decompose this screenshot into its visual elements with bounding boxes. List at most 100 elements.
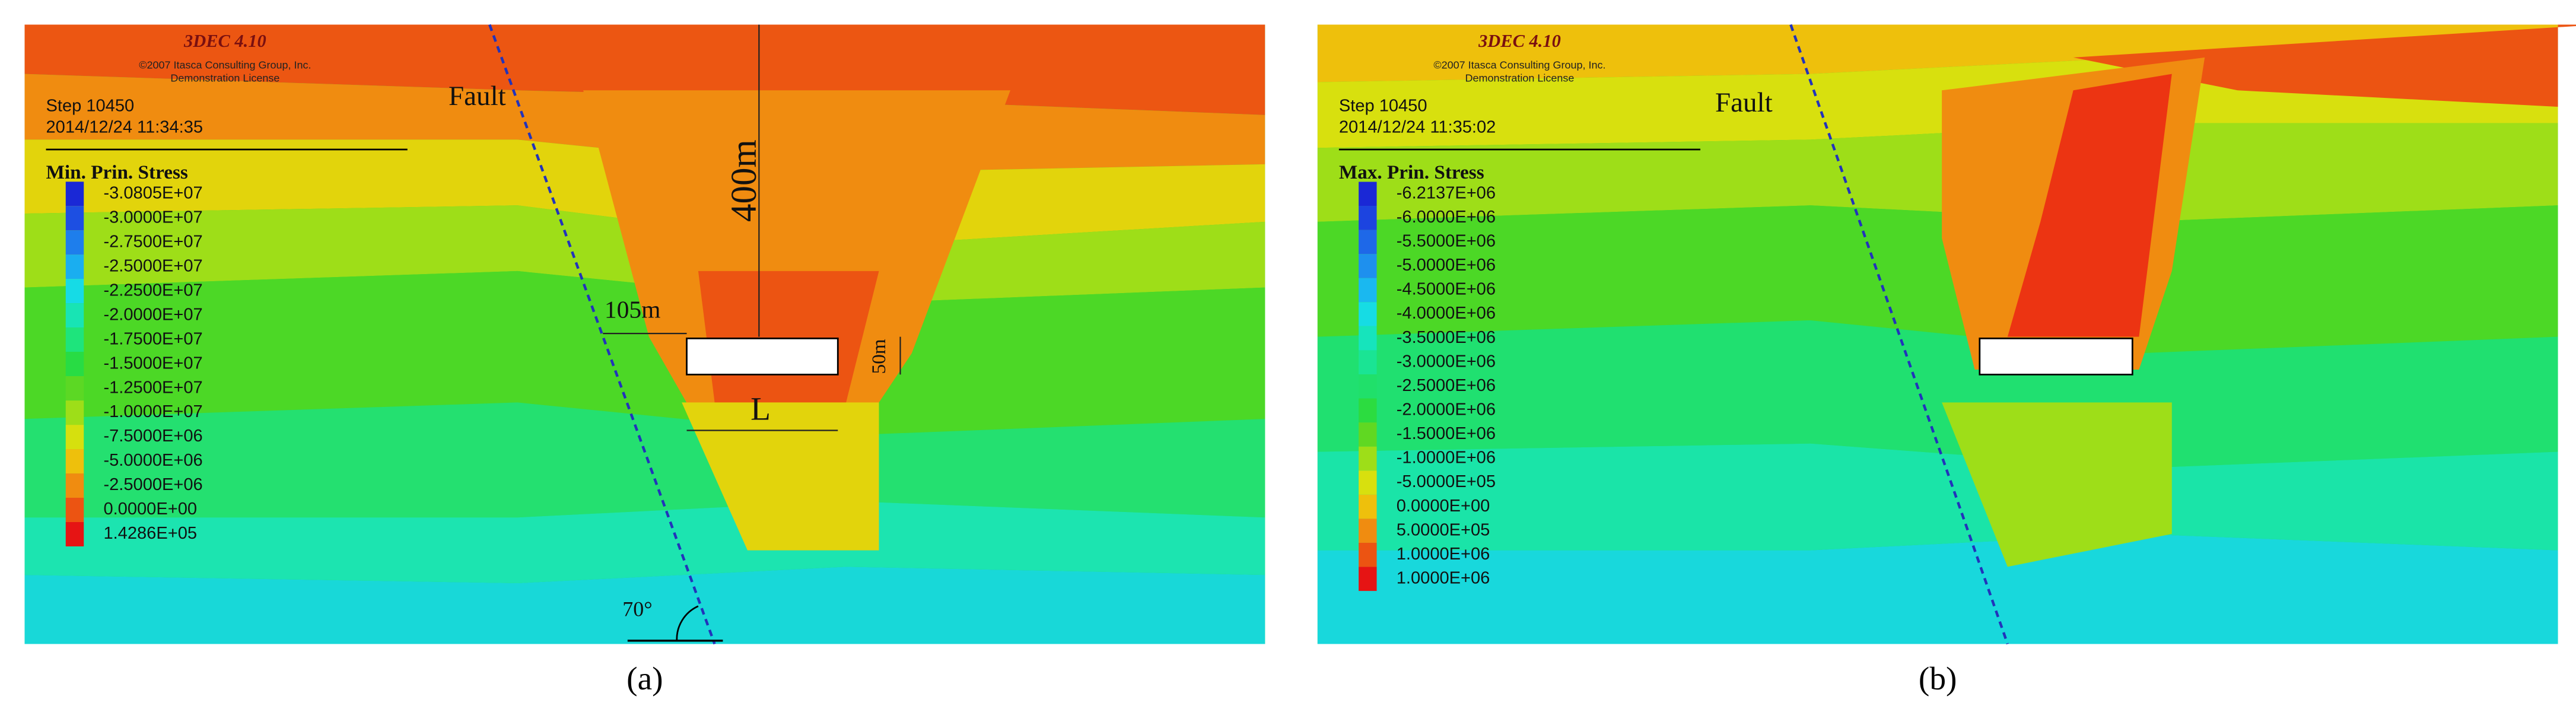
legend-label: -5.0000E+06 (1397, 256, 1496, 275)
excavation (686, 338, 839, 376)
legend-swatch (65, 279, 84, 304)
stress-contour (24, 567, 1265, 644)
height-label: 50m (868, 339, 890, 374)
legend-title: Min. Prin. Stress (46, 161, 188, 183)
stress-contour (1942, 402, 2172, 567)
legend-swatch (1359, 278, 1377, 303)
legend-label: -2.5000E+07 (103, 256, 202, 275)
legend-swatch (65, 473, 84, 498)
stress-contour (1317, 205, 2558, 354)
stress-contour (1317, 24, 2558, 82)
legend-swatch (65, 352, 84, 377)
legend-label: -6.0000E+06 (1397, 208, 1496, 227)
legend-label: 0.0000E+00 (103, 500, 197, 519)
legend-swatch (65, 449, 84, 474)
legend-swatch (1359, 230, 1377, 255)
legend-swatch (1359, 519, 1377, 543)
legend-label: -7.5000E+06 (103, 427, 202, 446)
legend-label: -2.5000E+06 (1397, 376, 1496, 395)
legend-swatch (65, 425, 84, 450)
legend-label: -2.5000E+06 (103, 475, 202, 494)
legend-swatch (1359, 398, 1377, 423)
legend-label: -2.2500E+07 (103, 281, 202, 300)
legend-swatch (1359, 374, 1377, 399)
legend-swatch (65, 400, 84, 425)
legend-label: 1.0000E+06 (1397, 568, 1490, 587)
legend-label: -1.7500E+07 (103, 329, 202, 348)
stress-contour (682, 402, 879, 551)
legend-swatch (1359, 206, 1377, 230)
caption: (a) (626, 660, 663, 696)
stress-contour (24, 402, 1265, 518)
license: Demonstration License (170, 72, 279, 84)
copyright: ©2007 Itasca Consulting Group, Inc. (139, 59, 311, 71)
fault-line (1789, 24, 2009, 645)
panel: 3DEC 4.10 ©2007 Itasca Consulting Group, … (24, 24, 1265, 645)
legend-swatch (1359, 567, 1377, 591)
legend-swatch (65, 230, 84, 255)
legend-label: -2.0000E+06 (1397, 400, 1496, 419)
datetime: 2014/12/24 11:35:02 (1339, 118, 1496, 137)
legend-swatch (1359, 422, 1377, 447)
legend-label: -1.0000E+06 (1397, 449, 1496, 467)
legend-swatch (1359, 326, 1377, 351)
legend-swatch (1359, 350, 1377, 374)
legend-label: -2.7500E+07 (103, 232, 202, 251)
caption: (b) (1919, 660, 1957, 696)
panel: 3DEC 4.10 ©2007 Itasca Consulting Group, … (1317, 24, 2576, 645)
legend-swatch (65, 376, 84, 401)
width-label: 105m (605, 296, 661, 323)
stress-contour (24, 271, 1265, 435)
legend-label: -4.5000E+06 (1397, 280, 1496, 299)
legend-swatch (65, 498, 84, 523)
step: Step 10450 (1339, 97, 1427, 116)
legend-label: 0.0000E+00 (1397, 497, 1490, 516)
legend-label: -4.0000E+06 (1397, 304, 1496, 323)
legend-label: -5.5000E+06 (1397, 232, 1496, 251)
legend-label: -1.2500E+07 (103, 378, 202, 397)
legend-swatch (65, 327, 84, 352)
length-label: L (750, 391, 771, 427)
legend-label: -5.0000E+05 (1397, 472, 1496, 491)
legend-label: -3.0000E+06 (1397, 352, 1496, 371)
legend-swatch (1359, 302, 1377, 326)
stress-contour (2007, 74, 2172, 337)
legend-label: -1.0000E+07 (103, 402, 202, 421)
copyright: ©2007 Itasca Consulting Group, Inc. (1433, 59, 1605, 71)
legend-swatch (65, 206, 84, 231)
legend-swatch (1359, 182, 1377, 206)
fault-label: Fault (1715, 87, 1773, 118)
depth-label: 400m (724, 139, 764, 222)
datetime: 2014/12/24 11:34:35 (46, 118, 203, 137)
legend-label: -5.0000E+06 (103, 451, 202, 470)
legend-swatch (1359, 446, 1377, 471)
legend-label: -6.2137E+06 (1397, 183, 1496, 202)
angle-label: 70° (622, 597, 652, 621)
legend-label: -2.0000E+07 (103, 305, 202, 324)
stress-contour (1317, 443, 2558, 551)
software-name: 3DEC 4.10 (1478, 31, 1561, 51)
stress-contour (1317, 320, 2558, 469)
legend-label: 1.4286E+05 (103, 524, 197, 543)
fault-label: Fault (449, 81, 506, 112)
legend-label: 1.0000E+06 (1397, 545, 1490, 564)
step: Step 10450 (46, 97, 135, 116)
legend-label: -1.5000E+07 (103, 354, 202, 373)
legend-swatch (65, 522, 84, 546)
fault-line (488, 24, 716, 645)
legend-swatch (65, 303, 84, 328)
legend-swatch (1359, 254, 1377, 278)
legend-label: -3.5000E+06 (1397, 328, 1496, 347)
stress-contour (24, 501, 1265, 584)
legend-swatch (1359, 542, 1377, 567)
legend-label: -1.5000E+06 (1397, 424, 1496, 443)
stress-contour (1317, 533, 2558, 644)
legend-swatch (1359, 470, 1377, 495)
legend-swatch (65, 182, 84, 206)
legend-label: -3.0805E+07 (103, 183, 202, 202)
legend-swatch (65, 255, 84, 279)
legend-swatch (1359, 494, 1377, 519)
legend-title: Max. Prin. Stress (1339, 161, 1484, 183)
stress-contour (1317, 123, 2558, 222)
